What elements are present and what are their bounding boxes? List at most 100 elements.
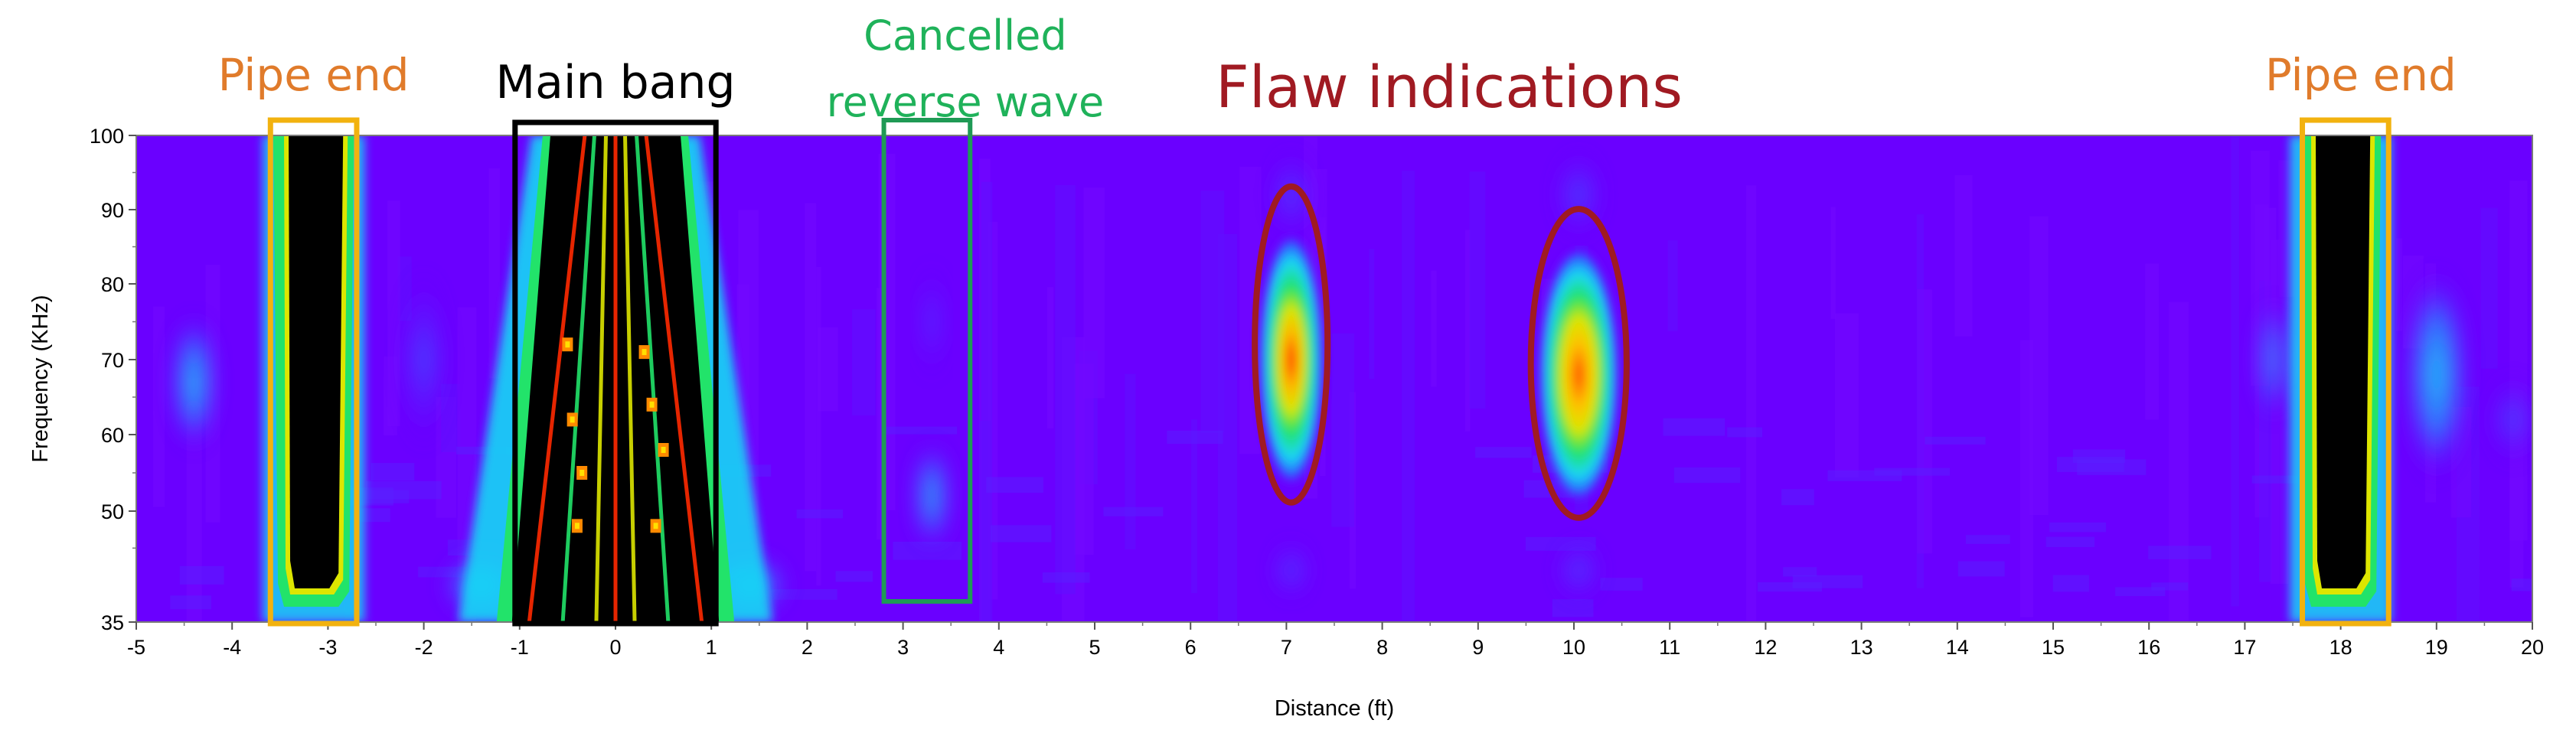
texture-streak (2480, 207, 2498, 369)
x-tick-label: 7 (1281, 636, 1292, 659)
main-bang-speckle-core (570, 416, 575, 423)
texture-streak (1331, 333, 1354, 527)
x-tick-label: 3 (897, 636, 909, 659)
reverse-wave-label-line2: reverse wave (827, 78, 1105, 126)
plot-area (136, 135, 2532, 622)
x-tick-label: 18 (2330, 636, 2352, 659)
texture-patch (1783, 567, 1817, 577)
flaw-indications-label: Flaw indications (1216, 53, 1683, 121)
pipe-end-left-box (267, 117, 360, 627)
x-tick-label: 2 (802, 636, 813, 659)
texture-streak (2145, 263, 2160, 420)
flaw-2-hotspot (1539, 248, 1619, 501)
main-bang-speckle-core (653, 523, 658, 529)
texture-patch (1827, 470, 1902, 481)
texture-streak (2395, 238, 2403, 331)
y-ticks: 35 50 60 70 80 90 100 (90, 125, 136, 634)
texture-patch (2077, 459, 2147, 475)
texture-streak (1062, 337, 1085, 622)
texture-patch (1781, 489, 1814, 506)
texture-patch (1475, 447, 1532, 458)
texture-patch (1925, 436, 1986, 445)
texture-patch (371, 463, 415, 481)
texture-streak (1431, 270, 1437, 387)
texture-patch (1758, 581, 1823, 592)
glow-left-mid (400, 268, 447, 451)
texture-patch (883, 426, 958, 435)
reverse-wave-label-line1: Cancelled (864, 11, 1066, 60)
texture-patch (1042, 572, 1090, 583)
texture-patch (179, 565, 224, 585)
flaw-indication-ellipse-2 (1527, 206, 1630, 521)
main-bang-striation (635, 135, 671, 622)
main-bang-label: Main bang (495, 56, 735, 109)
texture-streak (1074, 363, 1094, 555)
texture-streak (2029, 216, 2049, 516)
texture-patch (363, 490, 410, 503)
x-tick-label: 9 (1472, 636, 1484, 659)
texture-patch (1727, 427, 1763, 438)
x-tick-label: 17 (2233, 636, 2256, 659)
texture-patch (1600, 578, 1643, 591)
texture-streak (2231, 136, 2239, 607)
texture-streak (852, 309, 876, 415)
texture-patch (1552, 599, 1594, 617)
x-tick-label: 0 (609, 636, 621, 659)
texture-streak (2169, 301, 2189, 622)
texture-streak (816, 266, 821, 586)
x-tick-label: 15 (2042, 636, 2065, 659)
texture-streak (1217, 233, 1238, 622)
y-tick-label: 80 (101, 273, 124, 296)
glow-right-edge (2489, 373, 2532, 466)
y-tick-label: 60 (101, 424, 124, 447)
texture-streak (1079, 350, 1098, 484)
texture-streak (878, 154, 896, 510)
glow-reverse-wave (915, 442, 949, 549)
texture-patch (770, 589, 837, 600)
texture-patch (835, 571, 873, 582)
x-axis-label: Distance (ft) (1275, 696, 1394, 721)
heatmap-echoes (263, 135, 2392, 622)
glow-flaw-2-bottom (1557, 539, 1601, 601)
pipe-end-left-echo-core (289, 135, 344, 588)
texture-patch (2072, 449, 2126, 464)
main-bang-striation (560, 135, 596, 622)
texture-patch (1966, 535, 2010, 544)
texture-streak (1349, 392, 1357, 589)
x-tick-label: 1 (706, 636, 717, 659)
axes: -5 -4 -3 -2 -1 0 1 2 3 4 5 6 7 8 9 10 11 12 13 14 15 16 17 18 19… (28, 125, 2544, 721)
texture-patch (796, 509, 843, 519)
texture-streak (2509, 180, 2528, 541)
x-tick-label: -3 (318, 636, 337, 659)
main-bang-speckle-core (642, 349, 647, 356)
main-bang-striation (644, 135, 704, 622)
glow-flaw-1-top (1271, 148, 1311, 241)
x-tick-label: 4 (993, 636, 1004, 659)
x-tick-label: 12 (1754, 636, 1777, 659)
texture-patch (358, 508, 390, 523)
glow-left-far (172, 313, 216, 451)
texture-streak (1745, 185, 1757, 622)
texture-streak (1916, 214, 1925, 588)
main-bang-striation (594, 135, 608, 622)
glow-flaw-2-top (1556, 148, 1602, 241)
x-tick-label: -5 (127, 636, 145, 659)
texture-streak (1917, 289, 1932, 554)
flaw-1-hotspot (1259, 233, 1324, 486)
x-tick-label: 19 (2425, 636, 2448, 659)
texture-patch (986, 477, 1043, 493)
glow-reverse-wave-top (921, 260, 943, 383)
y-tick-label: 90 (101, 199, 124, 222)
texture-patch (1663, 418, 1725, 436)
x-tick-label: 13 (1850, 636, 1873, 659)
pipe-end-left-label: Pipe end (218, 49, 410, 101)
x-ticks: -5 -4 -3 -2 -1 0 1 2 3 4 5 6 7 8 9 10 11 12 13 14 15 16 17 18 19… (127, 622, 2544, 659)
texture-streak (1046, 287, 1054, 428)
texture-streak (152, 306, 165, 507)
texture-streak (1125, 373, 1136, 549)
reverse-wave-box (881, 118, 973, 604)
texture-streak (1402, 170, 1415, 622)
pipe-end-right-label: Pipe end (2265, 49, 2457, 101)
texture-patch (1792, 575, 1863, 588)
texture-streak (1667, 240, 1678, 331)
